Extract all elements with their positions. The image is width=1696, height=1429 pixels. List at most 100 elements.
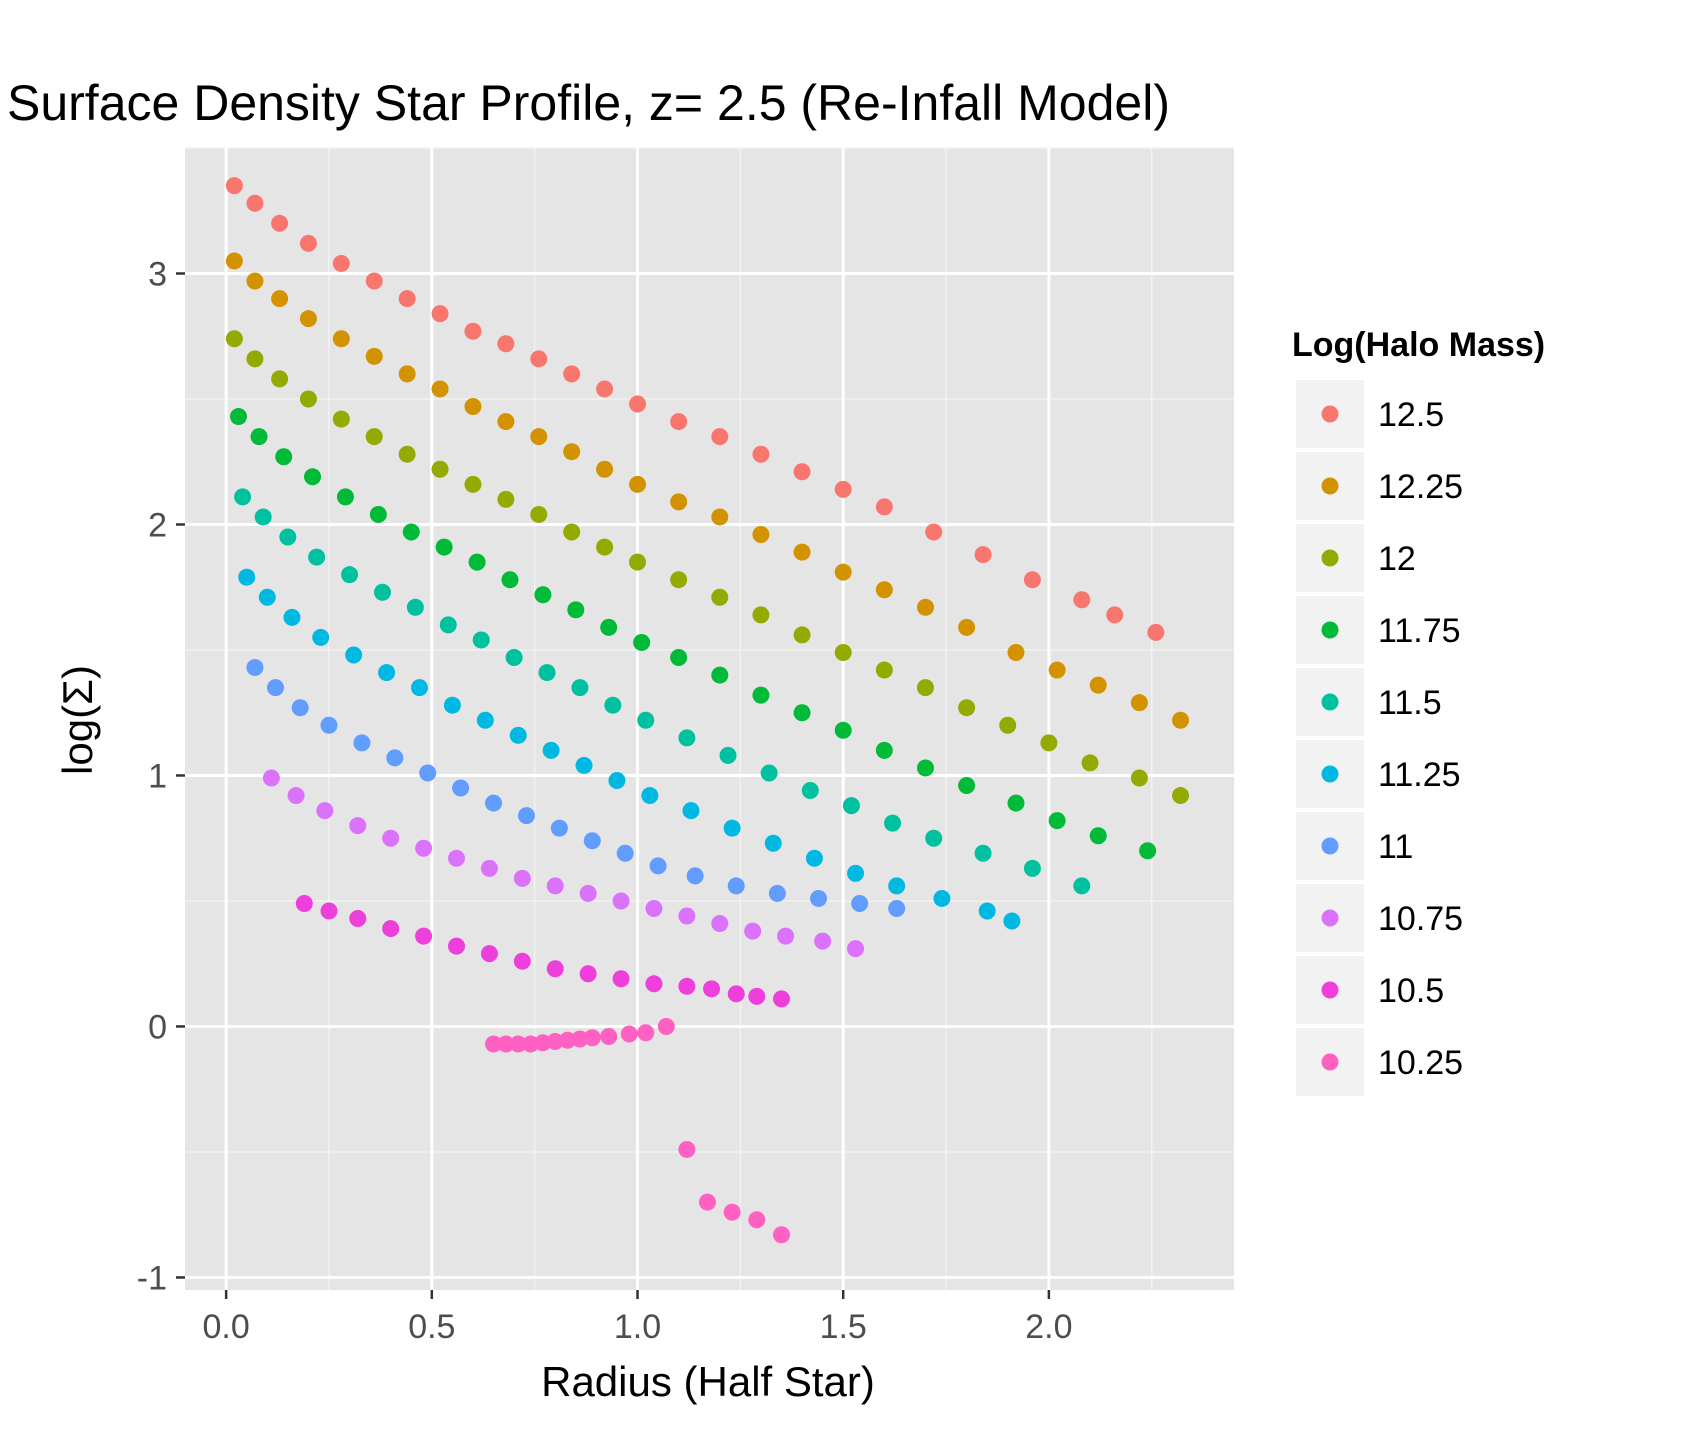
data-point — [448, 849, 466, 867]
data-point — [847, 940, 865, 958]
data-point — [431, 380, 449, 398]
data-point — [246, 272, 264, 290]
data-point — [1089, 676, 1107, 694]
data-point — [365, 428, 383, 446]
data-point — [550, 819, 568, 837]
data-point — [559, 1031, 577, 1049]
data-point — [842, 797, 860, 815]
data-point — [703, 980, 721, 998]
data-point — [1130, 769, 1148, 787]
data-point — [579, 884, 597, 902]
data-point — [604, 696, 622, 714]
data-point — [723, 819, 741, 837]
data-points — [225, 177, 1190, 1244]
data-point — [958, 699, 976, 717]
data-point — [464, 475, 482, 493]
data-point — [629, 475, 647, 493]
data-point — [373, 583, 391, 601]
data-point — [271, 370, 289, 388]
data-point — [382, 920, 400, 938]
data-point — [698, 1193, 716, 1211]
data-point — [768, 884, 786, 902]
data-point — [1106, 606, 1124, 624]
data-point — [958, 618, 976, 636]
data-point — [925, 523, 943, 541]
data-point — [1172, 711, 1190, 729]
data-point — [777, 927, 795, 945]
data-point — [875, 581, 893, 599]
plot-panel — [185, 148, 1234, 1290]
data-point — [542, 741, 560, 759]
data-point — [711, 588, 729, 606]
data-point — [596, 460, 614, 478]
legend-label: 10.5 — [1378, 972, 1444, 1010]
data-point — [279, 528, 297, 546]
data-point — [299, 234, 317, 252]
data-point — [847, 864, 865, 882]
data-point — [670, 649, 688, 667]
data-point — [406, 598, 424, 616]
data-point — [225, 177, 243, 195]
data-point — [480, 859, 498, 877]
x-tick-label: 2.0 — [1025, 1308, 1072, 1346]
data-point — [320, 902, 338, 920]
data-point — [398, 365, 416, 383]
data-point — [238, 568, 256, 586]
data-point — [546, 1033, 564, 1051]
data-point — [772, 1226, 790, 1244]
legend-label: 11.25 — [1378, 756, 1461, 794]
data-point — [304, 468, 322, 486]
data-point — [246, 350, 264, 368]
data-point — [431, 460, 449, 478]
data-point — [468, 553, 486, 571]
data-point — [1073, 591, 1091, 609]
data-point — [530, 505, 548, 523]
legend-swatch — [1321, 765, 1339, 783]
data-point — [748, 987, 766, 1005]
series-12 — [225, 330, 1190, 805]
data-point — [234, 488, 252, 506]
data-point — [320, 716, 338, 734]
data-point — [522, 1035, 540, 1053]
data-point — [250, 428, 268, 446]
data-point — [563, 523, 581, 541]
data-point — [884, 814, 902, 832]
data-point — [448, 937, 466, 955]
data-point — [365, 347, 383, 365]
data-point — [546, 877, 564, 895]
data-point — [341, 566, 359, 584]
legend-swatch — [1321, 549, 1339, 567]
data-point — [476, 711, 494, 729]
data-point — [834, 563, 852, 581]
data-point — [875, 661, 893, 679]
data-point — [509, 726, 527, 744]
y-tick-label: -1 — [137, 1259, 167, 1297]
data-point — [308, 548, 326, 566]
data-point — [933, 889, 951, 907]
data-point — [851, 894, 869, 912]
data-point — [579, 965, 597, 983]
x-tick-label: 0.0 — [203, 1308, 250, 1346]
data-point — [711, 428, 729, 446]
data-point — [464, 398, 482, 416]
legend-label: 11 — [1378, 828, 1413, 866]
data-point — [999, 716, 1017, 734]
data-point — [431, 305, 449, 323]
data-point — [1023, 571, 1041, 589]
data-point — [1048, 812, 1066, 830]
data-point — [974, 546, 992, 564]
data-point — [299, 310, 317, 328]
data-point — [1172, 787, 1190, 805]
data-point — [538, 664, 556, 682]
data-point — [629, 553, 647, 571]
data-point — [793, 704, 811, 722]
data-point — [1023, 859, 1041, 877]
data-point — [649, 857, 667, 875]
data-point — [875, 741, 893, 759]
legend: Log(Halo Mass) 12.5 12.25 12 11.75 11.5 11.25… — [1292, 326, 1545, 1096]
data-point — [657, 1017, 675, 1035]
legend-label: 10.75 — [1378, 900, 1463, 938]
data-point — [633, 633, 651, 651]
y-tick-label: 2 — [148, 506, 167, 544]
data-point — [378, 664, 396, 682]
